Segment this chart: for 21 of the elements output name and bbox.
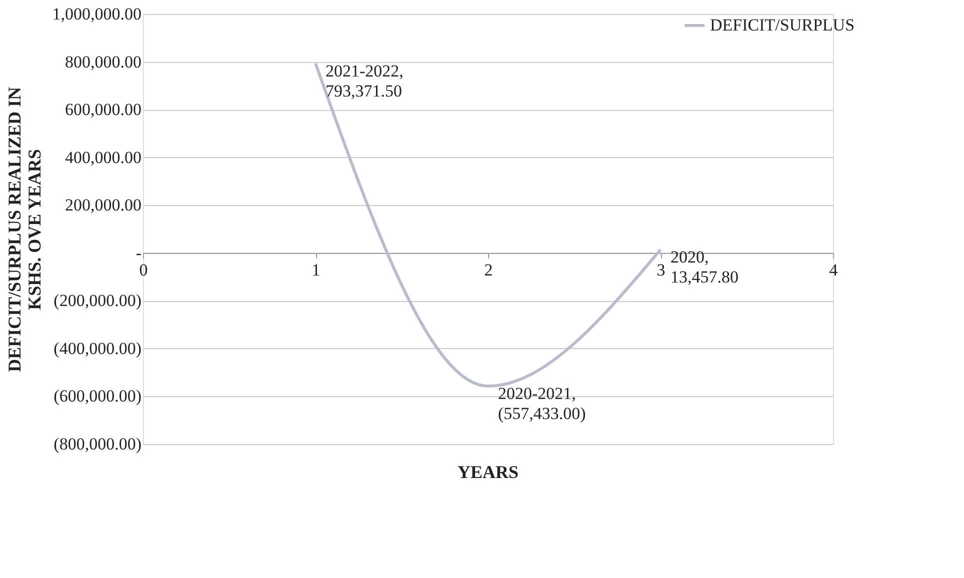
x-tick-label: 3 xyxy=(656,260,666,280)
x-axis-title: YEARS xyxy=(457,462,519,482)
x-tick-label: 1 xyxy=(312,260,320,280)
y-tick-label: 800,000.00 xyxy=(65,52,142,72)
y-tick-label: (800,000.00) xyxy=(54,434,142,454)
annotation: 2020-2021, (557,433.00) xyxy=(498,384,586,424)
y-tick-label: 400,000.00 xyxy=(65,148,142,167)
x-tick-label: 0 xyxy=(139,260,148,280)
y-tick-label: 200,000.00 xyxy=(65,196,142,215)
x-tick-label: 2 xyxy=(484,260,493,280)
annotation: 2021-2022, 793,371.50 xyxy=(326,61,404,100)
y-tick-label: (600,000.00) xyxy=(54,386,142,406)
legend-label: DEFICIT/SURPLUS xyxy=(710,16,855,34)
annotation: 2020, 13,457.80 xyxy=(670,248,738,287)
y-tick-label: (400,000.00) xyxy=(54,338,142,358)
y-tick-label: 600,000.00 xyxy=(65,100,142,120)
y-axis-title: DEFICIT/SURPLUS REALIZED IN KSHS. OVE YEARS xyxy=(4,86,44,372)
y-tick-label: (200,000.00) xyxy=(54,291,142,310)
y-tick-label: - xyxy=(136,243,142,262)
x-tick-label: 4 xyxy=(829,260,838,280)
y-tick-label: 1,000,000.00 xyxy=(52,4,142,24)
